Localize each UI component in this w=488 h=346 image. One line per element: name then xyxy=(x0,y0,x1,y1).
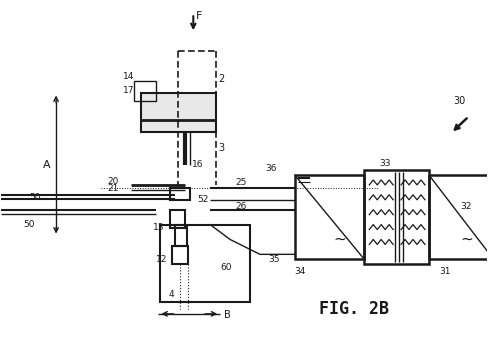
Text: 14: 14 xyxy=(122,72,134,81)
Text: 21: 21 xyxy=(108,184,119,193)
Text: 25: 25 xyxy=(235,179,246,188)
Text: 20: 20 xyxy=(108,177,119,186)
Text: 2: 2 xyxy=(218,74,224,84)
Text: 50: 50 xyxy=(23,220,35,229)
Bar xyxy=(170,210,185,228)
Bar xyxy=(429,175,488,259)
Text: 31: 31 xyxy=(439,267,450,276)
Bar xyxy=(175,225,187,246)
Text: 16: 16 xyxy=(192,160,204,169)
Bar xyxy=(161,225,250,302)
Text: FIG. 2B: FIG. 2B xyxy=(319,300,389,318)
Text: F: F xyxy=(196,11,203,21)
Text: 36: 36 xyxy=(265,164,276,173)
Text: 60: 60 xyxy=(220,263,232,272)
Text: ~: ~ xyxy=(460,232,473,247)
Text: 34: 34 xyxy=(295,267,306,276)
Bar xyxy=(295,175,365,259)
Text: 30: 30 xyxy=(454,95,466,106)
Text: B: B xyxy=(224,310,231,320)
Text: 12: 12 xyxy=(156,255,167,264)
Bar xyxy=(365,170,429,264)
Text: 32: 32 xyxy=(461,202,472,211)
Text: 26: 26 xyxy=(235,202,246,211)
Bar xyxy=(170,188,190,200)
Text: 4: 4 xyxy=(168,290,174,299)
Text: 52: 52 xyxy=(197,195,209,204)
Bar xyxy=(172,246,188,264)
Text: 33: 33 xyxy=(379,158,391,167)
Text: 3: 3 xyxy=(218,143,224,153)
Text: A: A xyxy=(43,160,51,170)
Text: ~: ~ xyxy=(333,232,346,247)
Text: 35: 35 xyxy=(268,255,279,264)
Bar xyxy=(134,81,156,101)
Text: 50: 50 xyxy=(29,193,41,202)
Bar xyxy=(141,93,216,132)
Text: 13: 13 xyxy=(153,223,164,232)
Text: 17: 17 xyxy=(122,86,134,95)
